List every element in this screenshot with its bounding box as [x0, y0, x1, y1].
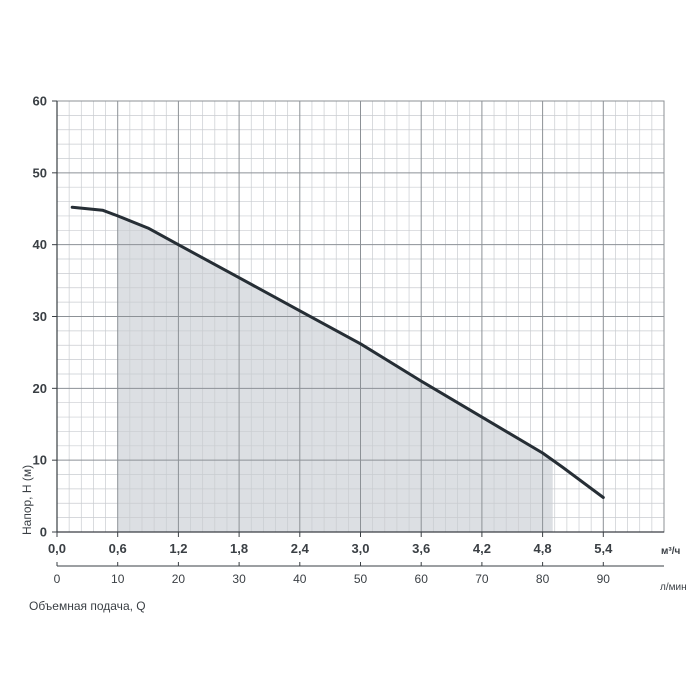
x-axis-label: Объемная подача, Q	[29, 599, 146, 613]
y-tick-label: 10	[33, 453, 47, 468]
x2-tick-label: 20	[172, 572, 186, 586]
y-axis-label: Напор, H (м)	[20, 465, 34, 535]
x2-tick-label: 30	[232, 572, 246, 586]
y-tick-label: 50	[33, 165, 47, 180]
x-axis-unit: м³/ч	[661, 546, 681, 557]
x-tick-label: 4,2	[473, 541, 491, 556]
x-tick-label: 1,2	[169, 541, 187, 556]
y-tick-label: 60	[33, 94, 47, 109]
y-tick-label: 20	[33, 381, 47, 396]
x2-tick-label: 50	[354, 572, 368, 586]
x-tick-label: 4,8	[534, 541, 552, 556]
x-tick-label: 1,8	[230, 541, 248, 556]
x-tick-label: 0,0	[48, 541, 66, 556]
x2-tick-label: 0	[54, 572, 61, 586]
x-tick-label: 3,0	[351, 541, 369, 556]
x2-tick-label: 70	[475, 572, 489, 586]
x-tick-label: 2,4	[291, 541, 310, 556]
x2-tick-label: 40	[293, 572, 307, 586]
x-tick-label: 3,6	[412, 541, 430, 556]
x2-tick-label: 90	[597, 572, 611, 586]
x2-axis-unit: л/мин	[660, 582, 687, 593]
x2-tick-label: 10	[111, 572, 125, 586]
x2-tick-label: 60	[415, 572, 429, 586]
y-tick-label: 40	[33, 237, 47, 252]
x2-tick-label: 80	[536, 572, 550, 586]
y-tick-label: 0	[40, 525, 47, 540]
x-tick-label: 5,4	[594, 541, 613, 556]
x-tick-label: 0,6	[109, 541, 127, 556]
y-tick-label: 30	[33, 309, 47, 324]
head-flow-curve	[70, 205, 605, 499]
